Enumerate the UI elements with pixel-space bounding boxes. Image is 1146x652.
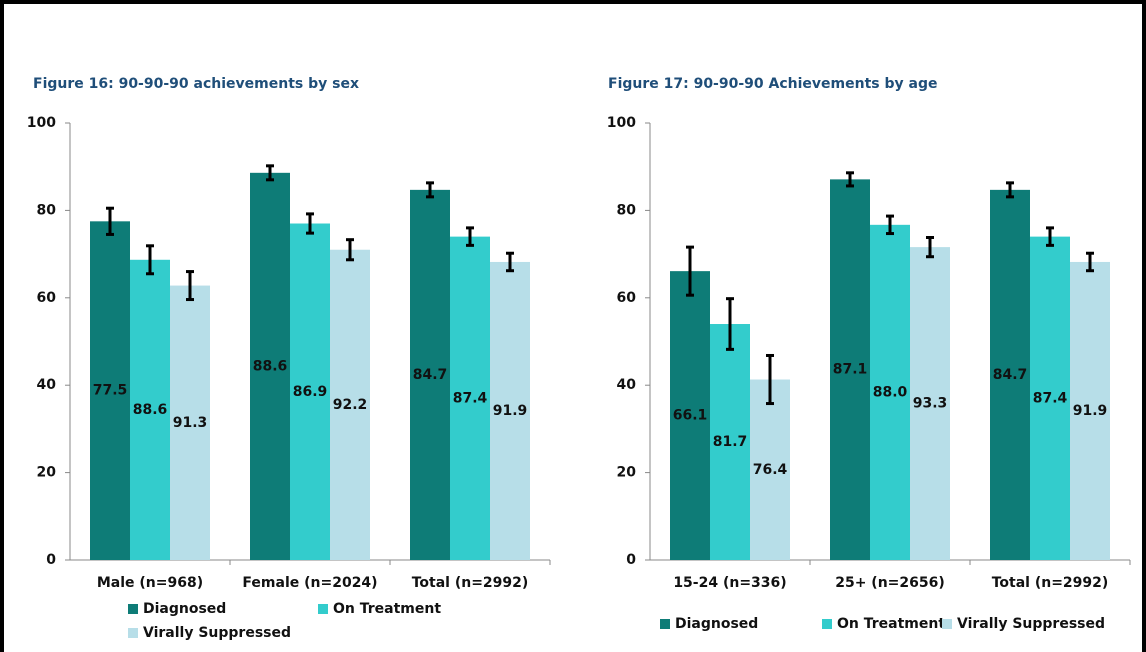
data-label: 86.9 bbox=[293, 384, 328, 400]
data-label: 88.0 bbox=[873, 384, 908, 400]
legend-swatch bbox=[822, 619, 832, 629]
bar bbox=[410, 189, 450, 560]
data-label: 88.6 bbox=[253, 358, 288, 374]
bar bbox=[250, 172, 290, 560]
error-bar bbox=[346, 238, 354, 262]
y-tick-label: 60 bbox=[37, 290, 57, 306]
bar bbox=[130, 259, 170, 560]
bar bbox=[290, 223, 330, 560]
chart-title: Figure 16: 90-90-90 achievements by sex bbox=[33, 76, 359, 92]
error-bar bbox=[306, 212, 314, 235]
error-bar bbox=[186, 270, 194, 302]
error-bar bbox=[686, 245, 694, 297]
data-label: 91.9 bbox=[1073, 403, 1108, 419]
x-tick-label: 25+ (n=2656) bbox=[835, 575, 945, 591]
error-bar bbox=[146, 244, 154, 276]
error-bar bbox=[506, 251, 514, 273]
error-bar bbox=[466, 226, 474, 247]
bar bbox=[870, 224, 910, 561]
data-label: 87.1 bbox=[833, 362, 868, 378]
error-bar bbox=[1046, 226, 1054, 247]
data-label: 87.4 bbox=[453, 390, 488, 406]
error-bar bbox=[266, 164, 274, 182]
legend-swatch bbox=[660, 619, 670, 629]
y-tick-label: 60 bbox=[617, 290, 637, 306]
legend-label: On Treatment bbox=[837, 616, 945, 632]
y-tick-label: 20 bbox=[37, 465, 57, 481]
error-bar bbox=[726, 297, 734, 351]
error-bar bbox=[846, 171, 854, 188]
bar bbox=[170, 285, 210, 560]
x-tick-label: Total (n=2992) bbox=[992, 575, 1109, 591]
data-label: 91.3 bbox=[173, 415, 208, 431]
error-bar bbox=[926, 235, 934, 259]
error-bar bbox=[886, 214, 894, 236]
y-tick-label: 20 bbox=[617, 465, 637, 481]
x-tick-label: 15-24 (n=336) bbox=[673, 575, 786, 591]
bar bbox=[910, 247, 950, 560]
y-tick-label: 100 bbox=[27, 115, 56, 131]
x-tick-label: Female (n=2024) bbox=[242, 575, 377, 591]
bar bbox=[490, 261, 530, 560]
bar bbox=[330, 249, 370, 561]
chart-title: Figure 17: 90-90-90 Achievements by age bbox=[608, 76, 937, 92]
bar bbox=[1030, 236, 1070, 560]
y-tick-label: 40 bbox=[617, 377, 637, 393]
legend-label: Diagnosed bbox=[143, 601, 226, 617]
error-bar bbox=[1006, 181, 1014, 199]
error-bar bbox=[426, 181, 434, 199]
data-label: 88.6 bbox=[133, 402, 168, 418]
data-label: 77.5 bbox=[93, 383, 128, 399]
data-label: 81.7 bbox=[713, 434, 748, 450]
bar bbox=[750, 379, 790, 560]
error-bar bbox=[766, 353, 774, 406]
y-tick-label: 80 bbox=[37, 202, 57, 218]
y-tick-label: 0 bbox=[46, 552, 56, 568]
legend-swatch bbox=[128, 604, 138, 614]
legend-swatch bbox=[318, 604, 328, 614]
y-tick-label: 80 bbox=[617, 202, 637, 218]
bar bbox=[90, 221, 130, 560]
legend-label: Virally Suppressed bbox=[957, 616, 1105, 632]
data-label: 91.9 bbox=[493, 403, 528, 419]
legend-label: Diagnosed bbox=[675, 616, 758, 632]
bar bbox=[670, 271, 710, 560]
data-label: 84.7 bbox=[413, 367, 448, 383]
data-label: 92.2 bbox=[333, 397, 368, 413]
x-tick-label: Total (n=2992) bbox=[412, 575, 529, 591]
legend-label: Virally Suppressed bbox=[143, 625, 291, 641]
data-label: 66.1 bbox=[673, 408, 708, 424]
bar bbox=[990, 189, 1030, 560]
error-bar bbox=[106, 206, 114, 236]
data-label: 87.4 bbox=[1033, 390, 1068, 406]
bar bbox=[710, 324, 750, 560]
x-tick-label: Male (n=968) bbox=[97, 575, 203, 591]
data-label: 84.7 bbox=[993, 367, 1028, 383]
bar bbox=[830, 179, 870, 561]
data-label: 76.4 bbox=[753, 462, 788, 478]
y-tick-label: 40 bbox=[37, 377, 57, 393]
legend-label: On Treatment bbox=[333, 601, 441, 617]
bar bbox=[450, 236, 490, 560]
legend-swatch bbox=[128, 628, 138, 638]
y-tick-label: 0 bbox=[626, 552, 636, 568]
y-tick-label: 100 bbox=[607, 115, 636, 131]
legend-swatch bbox=[942, 619, 952, 629]
error-bar bbox=[1086, 251, 1094, 273]
data-label: 93.3 bbox=[913, 396, 948, 412]
bar bbox=[1070, 261, 1110, 560]
